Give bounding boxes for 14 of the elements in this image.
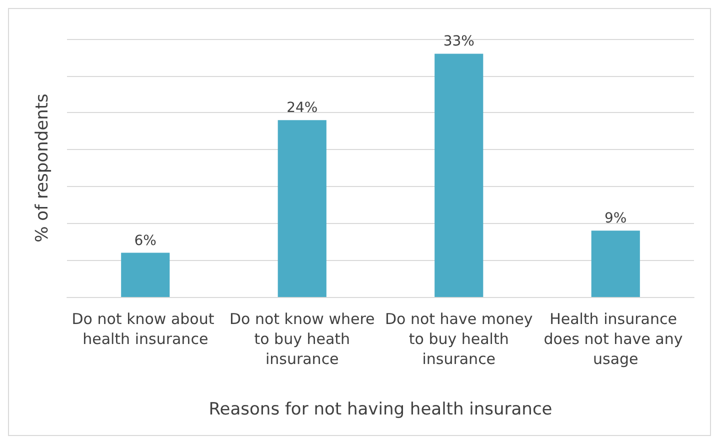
- bar: [278, 120, 326, 297]
- x-tick-label: Do not know where to buy heath insurance: [229, 310, 375, 368]
- y-axis-title: % of respondents: [32, 93, 52, 242]
- x-tick-label: Health insurance does not have any usage: [544, 310, 688, 368]
- x-tick-label: Do not know about health insurance: [72, 310, 220, 348]
- data-label: 6%: [134, 232, 156, 249]
- data-label: 9%: [604, 210, 627, 227]
- x-tick-label: Do not have money to buy health insurance: [384, 310, 533, 368]
- x-axis-title: Reasons for not having health insurance: [208, 400, 552, 420]
- bar: [434, 54, 484, 297]
- bar: [591, 230, 640, 297]
- bar: [121, 252, 170, 297]
- data-label: 33%: [443, 34, 474, 50]
- data-label: 24%: [286, 100, 318, 116]
